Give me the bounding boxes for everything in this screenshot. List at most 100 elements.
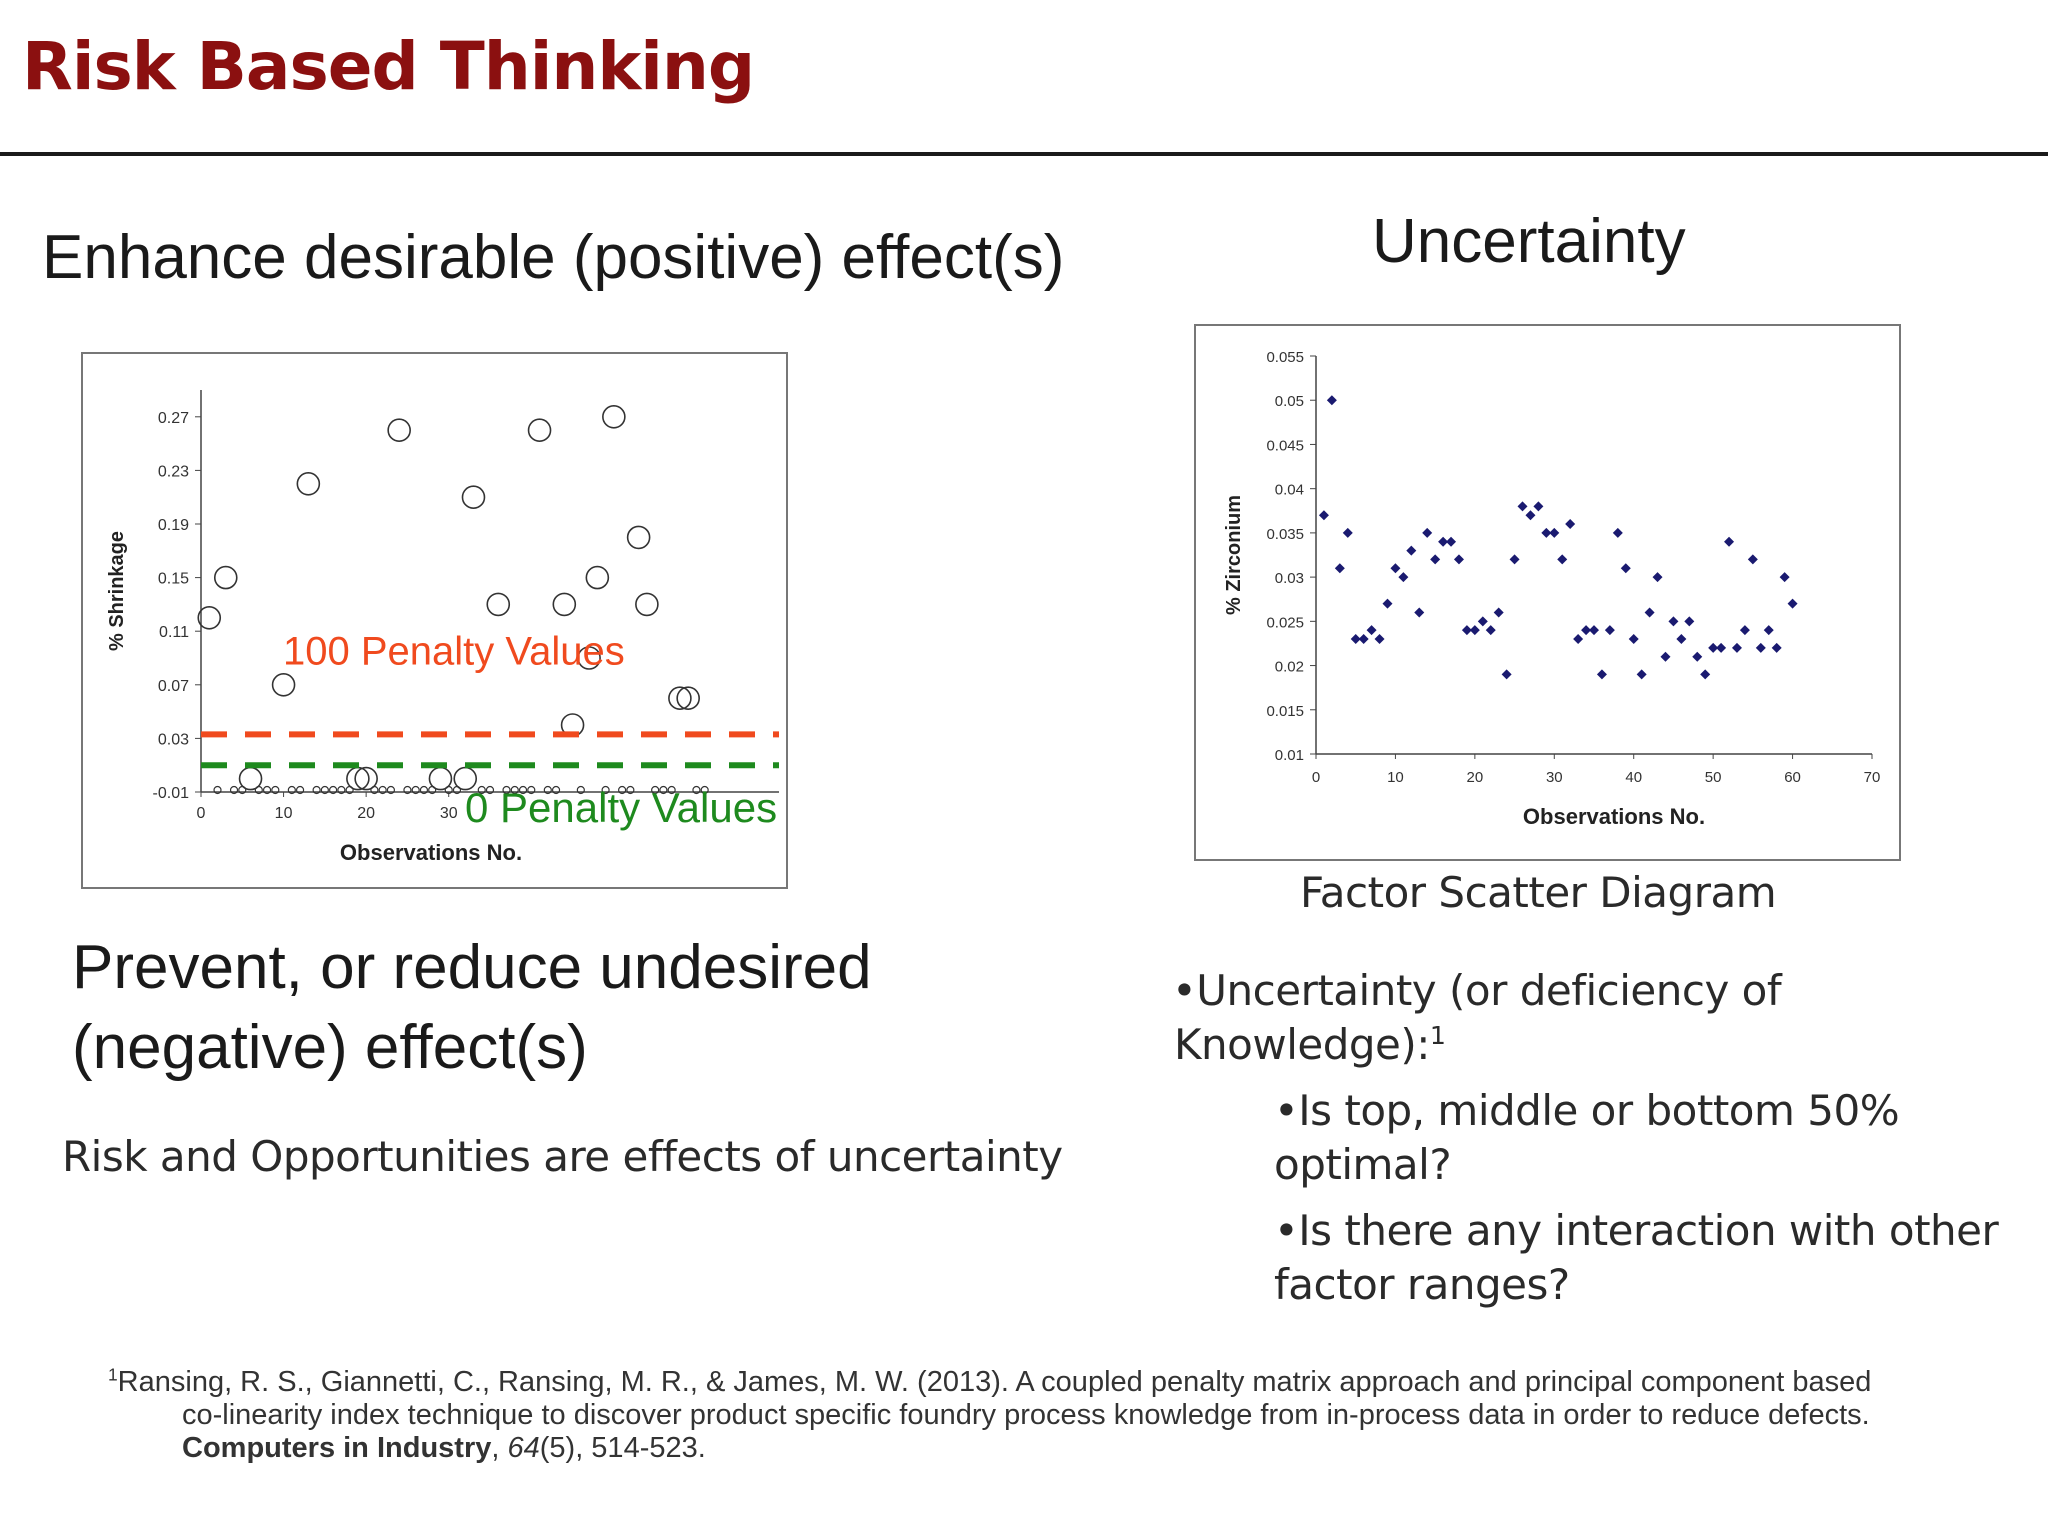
scatter-caption: Factor Scatter Diagram [1300, 868, 1777, 917]
data-point [1422, 527, 1433, 538]
footnote-line1: 1Ransing, R. S., Giannetti, C., Ransing,… [108, 1364, 1871, 1398]
data-point [1517, 501, 1528, 512]
data-point [527, 785, 536, 795]
data-point [1660, 651, 1671, 662]
data-point [1446, 536, 1457, 547]
y-tick-label: 0.015 [1266, 703, 1304, 720]
data-point [1342, 527, 1353, 538]
data-point [1414, 607, 1425, 618]
footnote-mark: 1 [108, 1364, 118, 1384]
y-tick-label: 0.11 [159, 624, 189, 641]
data-point [354, 766, 378, 791]
data-point [1350, 634, 1361, 645]
footnote-line2: co-linearity index technique to discover… [182, 1398, 1870, 1431]
y-axis-label: % Shrinkage [106, 531, 128, 651]
data-point [1708, 642, 1719, 653]
title-divider [0, 152, 2048, 156]
data-point [1755, 642, 1766, 653]
data-point [387, 418, 411, 442]
data-point [486, 592, 511, 617]
data-point [238, 785, 247, 795]
data-point [1461, 625, 1472, 636]
data-point [1779, 572, 1790, 583]
data-point [271, 672, 296, 697]
y-tick-label: -0.01 [153, 785, 190, 802]
y-tick-label: 0.02 [1275, 659, 1304, 676]
x-tick-label: 0 [197, 805, 206, 822]
data-point [1636, 669, 1647, 680]
data-point [1430, 554, 1441, 565]
data-point [1763, 625, 1774, 636]
x-axis-label: Observations No. [1523, 804, 1705, 829]
y-tick-label: 0.15 [158, 571, 189, 588]
data-point [1573, 634, 1584, 645]
data-point [296, 472, 321, 496]
data-point [262, 785, 272, 795]
y-tick-label: 0.045 [1266, 437, 1304, 454]
data-point [1501, 669, 1512, 680]
y-tick-label: 0.025 [1266, 614, 1304, 631]
data-point [1318, 510, 1329, 521]
footnote-journal: Computers in Industry [182, 1431, 492, 1464]
slide-title: Risk Based Thinking [22, 28, 755, 105]
data-point [1644, 607, 1655, 618]
x-tick-label: 20 [357, 805, 375, 822]
data-point [386, 785, 396, 795]
zirconium-scatter-chart: 0.01 0.015 0.02 0.025 0.03 0.035 0.04 0.045 0.05… [1223, 349, 1880, 829]
y-tick-label: 0.055 [1266, 349, 1304, 366]
x-tick-label: 10 [1387, 769, 1404, 786]
data-point [502, 785, 511, 795]
data-point [1334, 563, 1345, 574]
data-point [485, 785, 495, 795]
data-point [1581, 625, 1592, 636]
data-point [1374, 634, 1385, 645]
x-axis-label: Observations No. [340, 840, 522, 865]
data-point [618, 785, 627, 795]
data-point [295, 785, 305, 795]
data-point [577, 646, 601, 670]
data-point [1557, 554, 1568, 565]
y-tick-label: 0.19 [158, 517, 189, 534]
zirconium-chart-panel: 0.01 0.015 0.02 0.025 0.03 0.035 0.04 0.045 0.05… [1194, 324, 1901, 861]
shrinkage-scatter-chart: -0.01 0.03 0.07 0.11 0.15 0.19 0.23 0.27 0 10 20 30… [106, 390, 779, 865]
data-point [229, 785, 239, 795]
data-point [1541, 527, 1552, 538]
data-point [1509, 554, 1520, 565]
data-point [1453, 554, 1464, 565]
data-point [1668, 616, 1679, 627]
data-point [543, 785, 552, 795]
data-point [419, 785, 429, 795]
right-heading: Uncertainty [1372, 207, 1686, 276]
data-point [197, 605, 222, 630]
y-tick-label: 0.035 [1266, 526, 1304, 543]
x-tick-label: 50 [1705, 769, 1722, 786]
data-point [700, 785, 709, 795]
reference-footnote: 1Ransing, R. S., Giannetti, C., Ransing,… [108, 1358, 1988, 1465]
data-point [1628, 634, 1639, 645]
data-point [378, 785, 387, 795]
data-point [1525, 510, 1536, 521]
bullet-sub1-line1: •Is top, middle or bottom 50% [1274, 1086, 1900, 1135]
data-point [1358, 634, 1369, 645]
data-point [213, 565, 238, 590]
data-point [444, 785, 453, 795]
data-point [1533, 501, 1544, 512]
data-point [1469, 625, 1480, 636]
data-point [1596, 669, 1607, 680]
footnote-line3: Computers in Industry, 64(5), 514-523. [108, 1432, 1988, 1465]
x-tick-label: 30 [1546, 769, 1563, 786]
data-point [659, 785, 668, 795]
data-point [602, 404, 626, 429]
y-tick-label: 0.23 [158, 463, 189, 480]
data-point [676, 686, 700, 711]
data-point [1612, 527, 1623, 538]
data-point [1589, 625, 1599, 636]
data-point [411, 785, 420, 795]
x-tick-label: 30 [440, 805, 458, 822]
data-point [345, 785, 354, 795]
data-point [518, 785, 528, 795]
data-point [601, 785, 610, 795]
data-point [1493, 607, 1504, 618]
data-point [576, 785, 585, 795]
y-tick-label: 0.03 [158, 731, 189, 748]
